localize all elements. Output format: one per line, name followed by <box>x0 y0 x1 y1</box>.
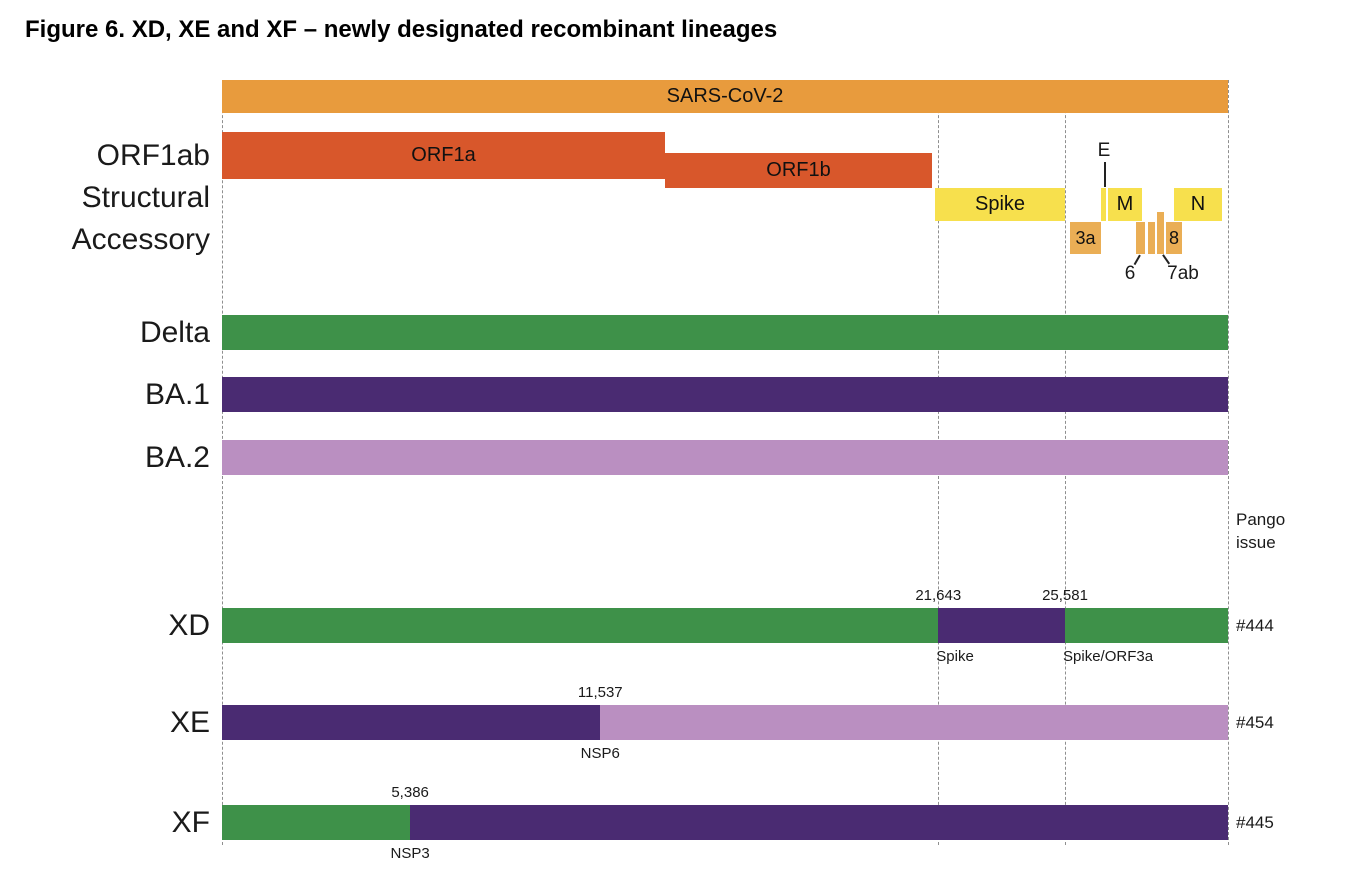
structural-axis-label: Structural <box>81 181 210 214</box>
e-gene-label: E <box>1097 140 1111 161</box>
n-gene-bar: N <box>1174 188 1222 221</box>
m-gene-label: M <box>1116 193 1134 215</box>
sars-cov2-label: SARS-CoV-2 <box>666 85 784 107</box>
figure-title: Figure 6. XD, XE and XF – newly designat… <box>25 16 778 43</box>
xd-row-label: XD <box>168 609 210 642</box>
xf-bar: 5,386 NSP3 <box>222 784 1228 862</box>
pango-issue-line2: issue <box>1236 533 1276 552</box>
ba1-bar <box>222 377 1228 412</box>
xf-row-label: XF <box>171 806 210 839</box>
sars-cov2-bar: SARS-CoV-2 <box>222 80 1228 113</box>
lineage-segment-green <box>222 608 939 643</box>
breakpoint-position-label: 11,537 <box>577 684 623 701</box>
lineage-segment-green <box>222 805 411 840</box>
spike-label: Spike <box>974 193 1026 215</box>
orf6-label: 6 <box>1124 263 1136 284</box>
m-gene-bar: M <box>1108 188 1142 221</box>
orf1a-label: ORF1a <box>411 144 476 166</box>
lineage-segment-green <box>1065 608 1228 643</box>
breakpoint-gene-label: Spike/ORF3a <box>1063 648 1154 665</box>
breakpoint-gene-label: Spike <box>936 648 974 665</box>
spike-bar: Spike <box>935 188 1065 221</box>
breakpoint-position-label: 21,643 <box>915 587 962 604</box>
delta-row-label: Delta <box>139 316 210 349</box>
orf7ab-label: 7ab <box>1167 263 1199 284</box>
ba2-bar <box>222 440 1228 475</box>
breakpoint-position-label: 25,581 <box>1042 587 1088 604</box>
orf7a-bar <box>1148 222 1155 254</box>
lineage-segment-dark_purple <box>938 608 1066 643</box>
xd-issue-label: #444 <box>1236 616 1274 635</box>
delta-bar <box>222 315 1228 350</box>
e-gene-bar <box>1101 188 1106 221</box>
xe-issue-label: #454 <box>1236 713 1274 732</box>
breakpoint-gene-label: NSP6 <box>580 745 620 762</box>
orf3a-label: 3a <box>1075 227 1096 248</box>
orf1b-bar: ORF1b <box>665 153 932 188</box>
breakpoint-position-label: 5,386 <box>391 784 429 801</box>
orf3a-bar: 3a <box>1070 222 1101 254</box>
lineage-segment-dark_purple <box>410 805 1228 840</box>
xe-row-label: XE <box>169 706 210 739</box>
accessory-axis-label: Accessory <box>71 223 210 256</box>
orf1ab-axis-label: ORF1ab <box>96 139 210 172</box>
ba1-row-label: BA.1 <box>144 378 210 411</box>
n-gene-label: N <box>1190 193 1206 215</box>
xd-bar: 21,643 Spike 25,581 Spike/ORF3a <box>222 587 1228 665</box>
orf7b-bar <box>1157 212 1164 254</box>
orf6-bar <box>1136 222 1145 254</box>
breakpoint-gene-label: NSP3 <box>390 845 430 862</box>
e-gene-pointer-line <box>1104 162 1106 187</box>
orf1b-label: ORF1b <box>766 159 831 181</box>
orf8-bar: 8 <box>1166 222 1182 254</box>
pango-issue-line1: Pango <box>1236 510 1286 529</box>
xf-issue-label: #445 <box>1236 813 1274 832</box>
lineage-segment-light_purple <box>600 705 1228 740</box>
orf8-label: 8 <box>1168 227 1179 248</box>
xe-bar: 11,537 NSP6 <box>222 684 1228 762</box>
orf1a-bar: ORF1a <box>222 132 665 179</box>
lineage-segment-dark_purple <box>222 705 601 740</box>
ba2-row-label: BA.2 <box>144 441 210 474</box>
dashed-gridline <box>1228 80 1229 845</box>
pango-issue-header: Pango issue <box>1236 508 1285 554</box>
